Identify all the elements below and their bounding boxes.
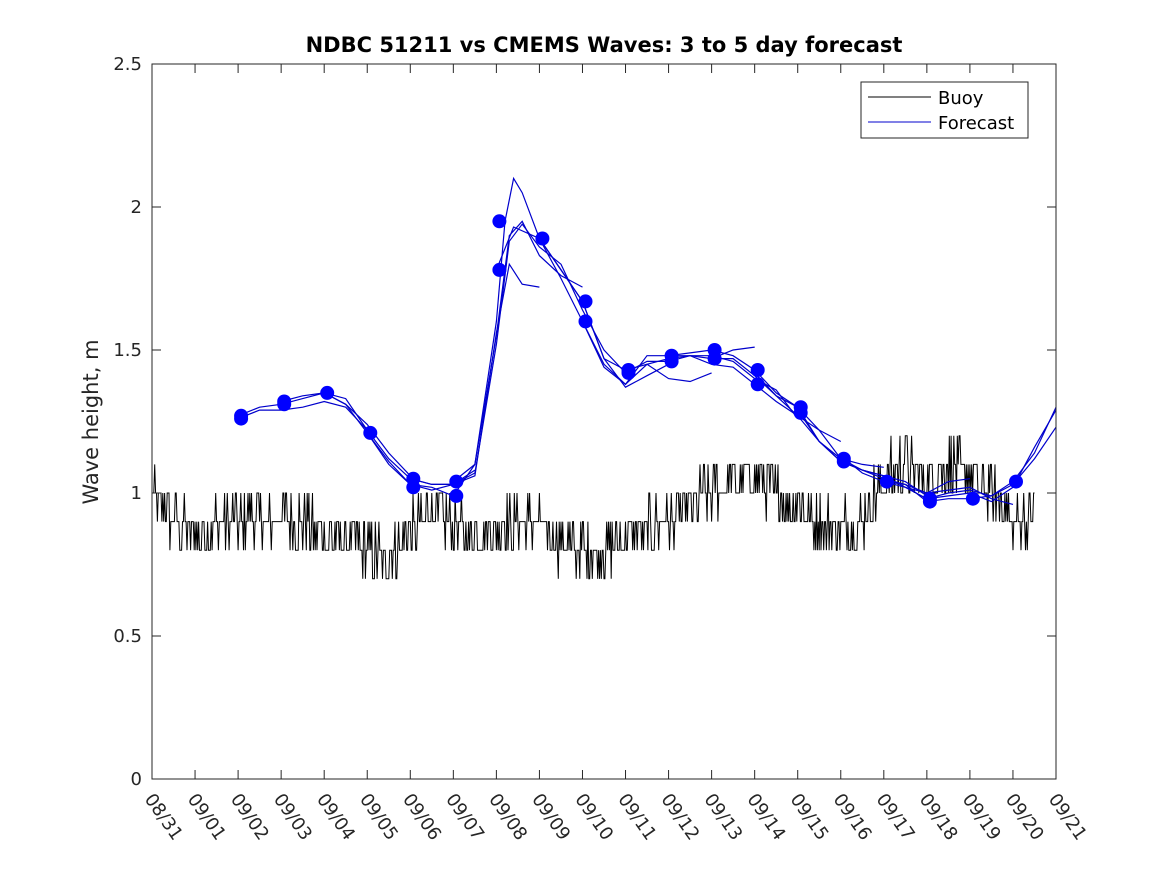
plot-area [152,176,1056,580]
forecast-marker-27 [836,454,851,469]
forecast-series-line-18 [926,406,1056,500]
forecast-marker-31 [965,491,980,506]
forecast-marker-2 [234,411,249,426]
forecast-marker-21 [707,351,722,366]
forecast-marker-32 [1009,474,1023,489]
chart-title: NDBC 51211 vs CMEMS Waves: 3 to 5 day fo… [306,33,903,57]
forecast-marker-14 [578,294,593,309]
legend-box [860,81,1029,139]
y-tick-label: 1.5 [113,340,142,361]
forecast-series-line-16 [840,409,1056,503]
forecast-marker-8 [406,480,421,495]
forecast-marker-23 [750,377,765,392]
y-tick-label: 2.5 [113,54,142,75]
y-axis-label: Wave height, m [79,339,103,504]
forecast-marker-22 [750,363,765,377]
y-tick-label: 0.5 [113,626,142,647]
forecast-marker-28 [879,474,894,489]
axes-box [151,63,1057,780]
forecast-marker-9 [449,474,464,489]
y-tick-label: 1 [131,483,142,504]
y-tick-label: 0 [131,769,142,790]
forecast-marker-30 [922,494,937,509]
y-tick-label: 2 [131,197,142,218]
forecast-marker-6 [363,425,378,440]
forecast-marker-15 [578,314,593,329]
forecast-marker-25 [793,405,808,420]
legend: Buoy Forecast [860,81,1029,139]
forecast-marker-19 [664,354,679,369]
legend-buoy-label: Buoy [938,88,984,109]
forecast-marker-4 [277,394,292,409]
forecast-marker-12 [492,262,507,277]
forecast-marker-11 [492,214,507,229]
forecast-marker-5 [320,385,335,400]
forecast-series-line-1 [237,400,368,431]
forecast-marker-13 [535,231,550,246]
forecast-series-line-8 [495,226,712,383]
forecast-series-line-4 [323,262,540,491]
forecast-marker-17 [621,365,636,380]
legend-forecast-label: Forecast [938,113,1014,134]
buoy-series-line [152,435,1035,580]
forecast-marker-10 [449,488,464,503]
